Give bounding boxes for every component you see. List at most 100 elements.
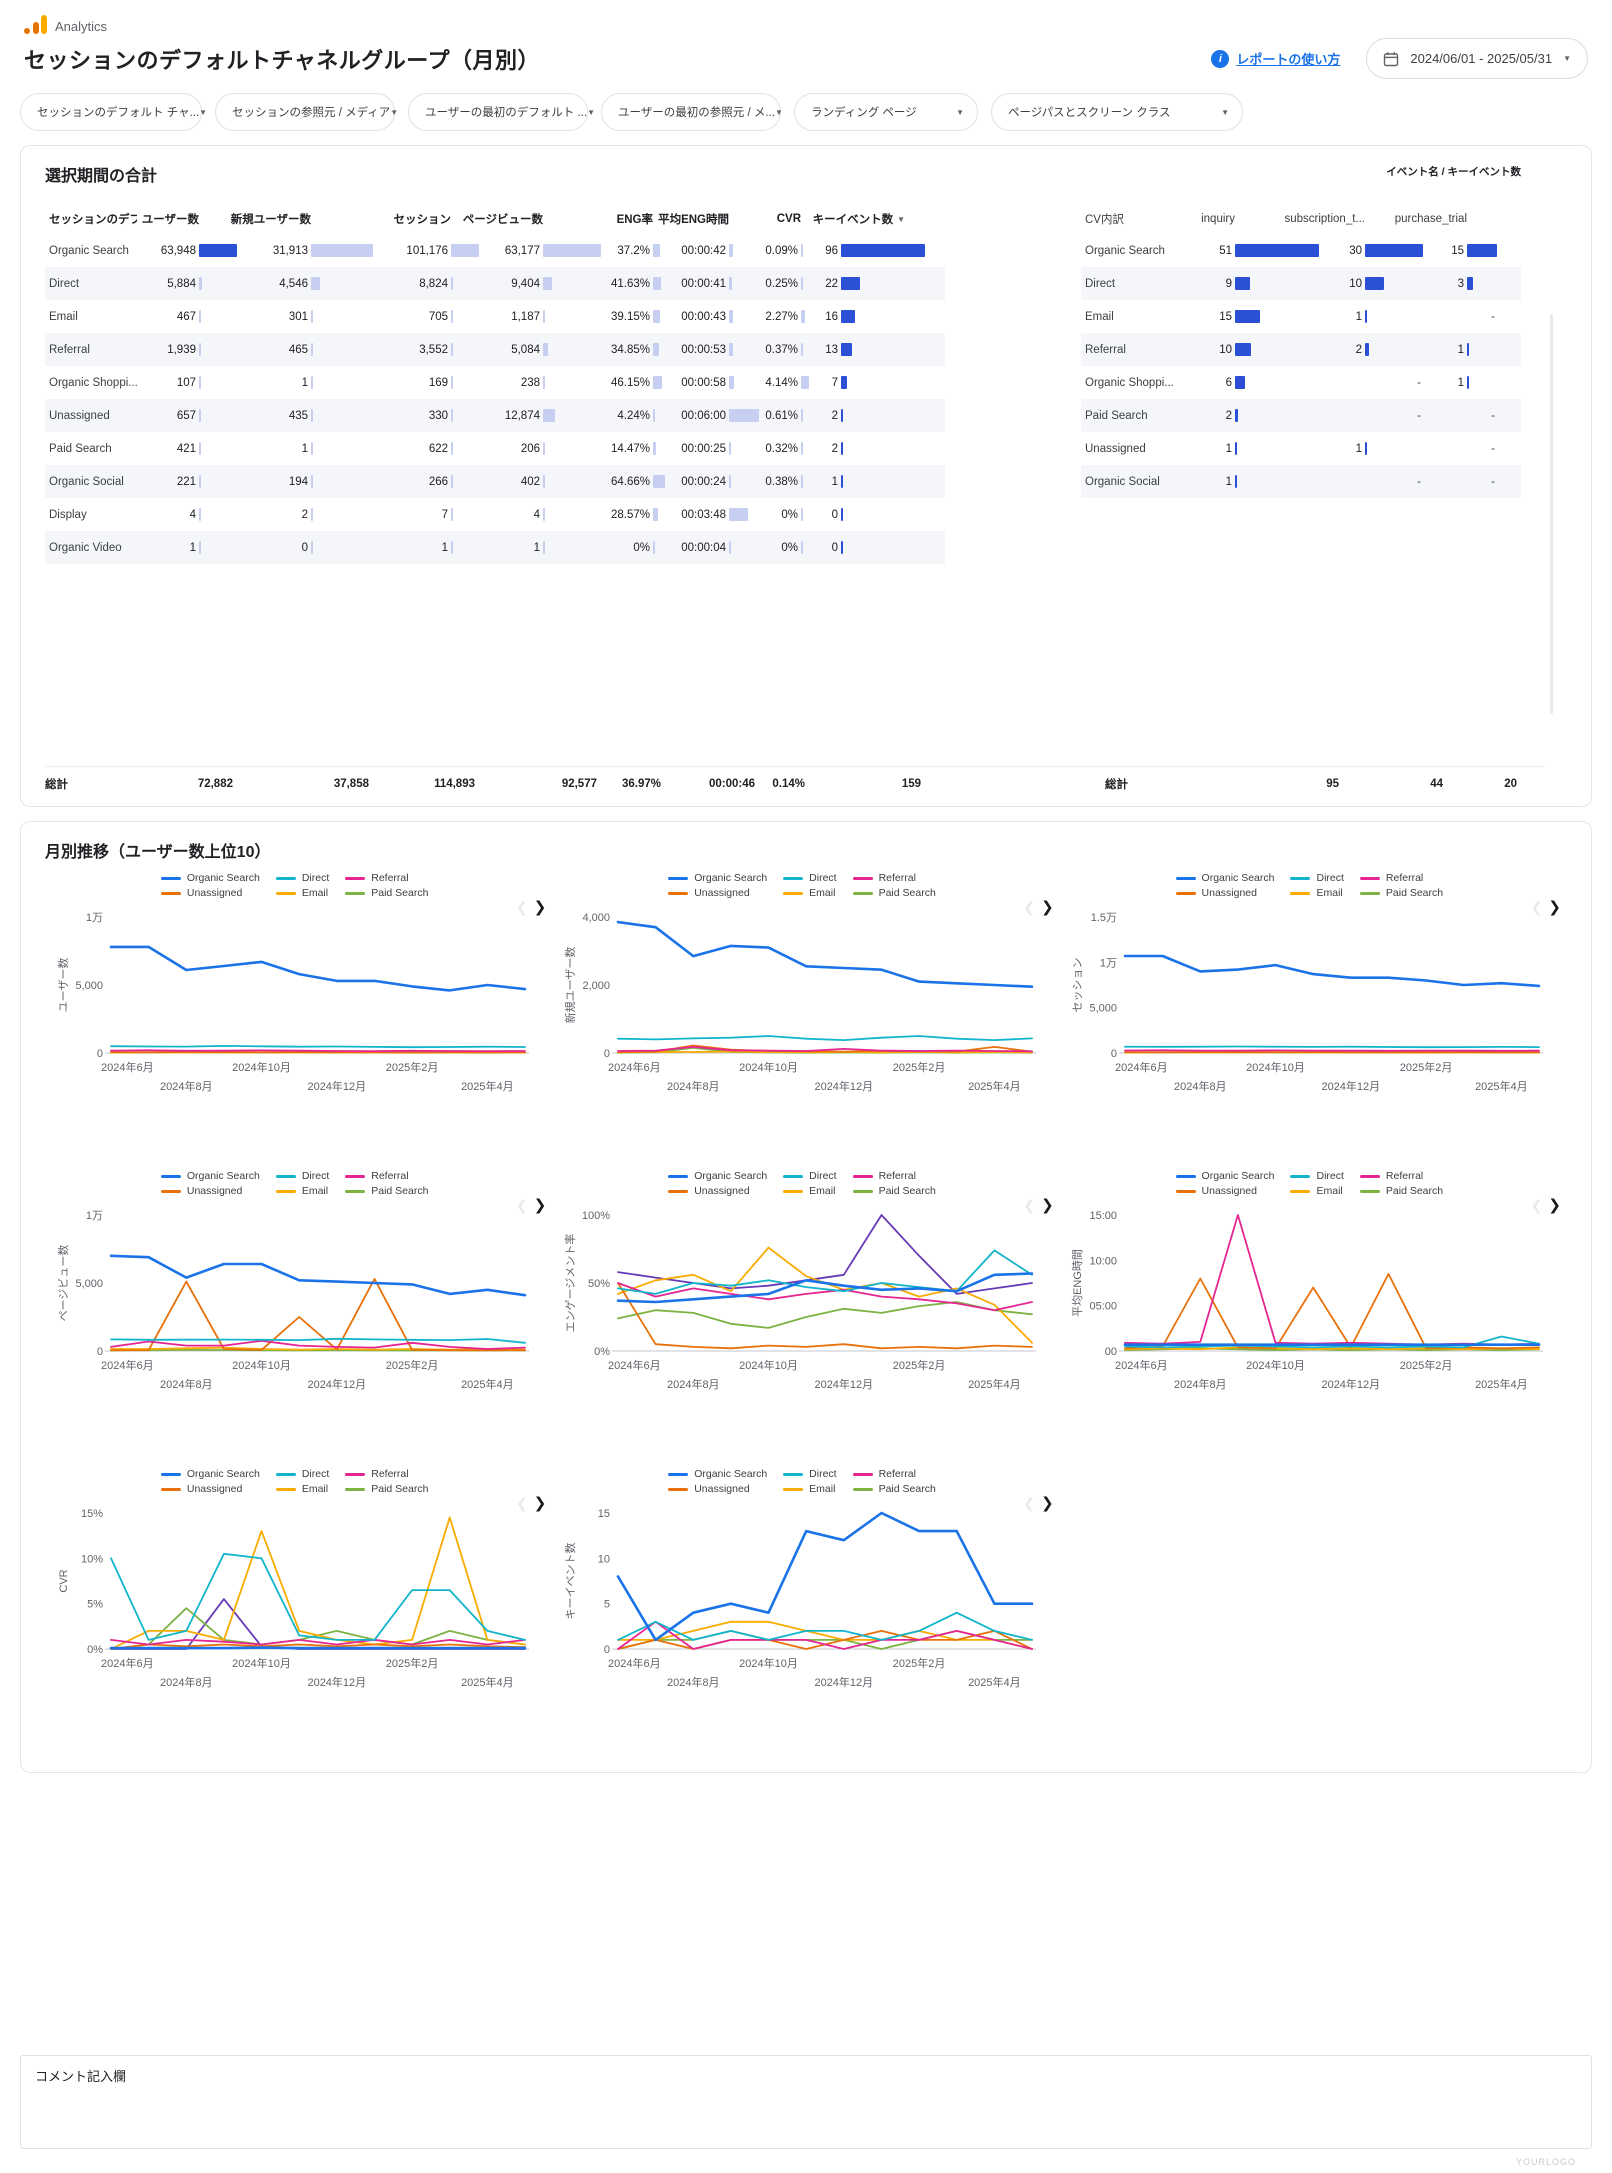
metric-value: 0% bbox=[759, 509, 801, 521]
svg-text:2025年4月: 2025年4月 bbox=[1475, 1079, 1528, 1093]
filter-pill-4[interactable]: ユーザーの最初の参照元 / メ...▼ bbox=[601, 93, 781, 131]
scrollbar[interactable] bbox=[1550, 314, 1553, 714]
chevron-right-icon[interactable]: ❯ bbox=[1041, 1196, 1054, 1214]
legend-item: Organic Search bbox=[668, 1468, 767, 1480]
chevron-left-icon[interactable]: ❮ bbox=[1023, 899, 1035, 916]
column-header[interactable]: セッションのデフ... bbox=[45, 211, 137, 227]
svg-text:2024年8月: 2024年8月 bbox=[160, 1079, 213, 1093]
value-bar bbox=[729, 409, 759, 422]
legend-label: Paid Search bbox=[1386, 1185, 1443, 1197]
filter-pill-5[interactable]: ランディング ページ▼ bbox=[794, 93, 978, 131]
chevron-left-icon[interactable]: ❮ bbox=[516, 1197, 528, 1214]
filter-pill-1[interactable]: セッションのデフォルト チャ...▼ bbox=[20, 93, 202, 131]
column-header[interactable]: ENG率 bbox=[601, 211, 665, 227]
column-header[interactable]: CVR bbox=[759, 213, 809, 225]
value-bar bbox=[729, 475, 731, 488]
value-bar bbox=[801, 244, 803, 257]
column-header[interactable]: purchase_trial bbox=[1423, 213, 1497, 225]
empty-value: - bbox=[1319, 410, 1423, 422]
comment-box[interactable]: コメント記入欄 bbox=[20, 2055, 1592, 2149]
column-header[interactable]: キーイベント数▼ bbox=[809, 211, 925, 227]
column-header[interactable]: ユーザー数 bbox=[137, 211, 237, 227]
legend-swatch bbox=[345, 1488, 365, 1491]
chevron-left-icon[interactable]: ❮ bbox=[1531, 1197, 1543, 1214]
metric-cell: 41.63% bbox=[601, 277, 665, 290]
svg-text:10:00: 10:00 bbox=[1090, 1255, 1118, 1267]
chevron-left-icon[interactable]: ❮ bbox=[516, 1495, 528, 1512]
calendar-icon bbox=[1383, 51, 1399, 67]
svg-text:2024年10月: 2024年10月 bbox=[1247, 1060, 1306, 1074]
svg-text:2024年12月: 2024年12月 bbox=[307, 1377, 366, 1391]
channel-label: Email bbox=[45, 311, 137, 323]
legend-label: Paid Search bbox=[879, 1483, 936, 1495]
value-bar bbox=[1235, 442, 1237, 455]
metric-value: 8,824 bbox=[373, 278, 451, 290]
metric-value: 10 bbox=[1193, 344, 1235, 356]
value-bar bbox=[801, 541, 803, 554]
chevron-right-icon[interactable]: ❯ bbox=[534, 1494, 547, 1512]
filter-pill-3[interactable]: ユーザーの最初のデフォルト ...▼ bbox=[408, 93, 588, 131]
metric-value: 63,177 bbox=[479, 245, 543, 257]
chart-pagination: ❮❯ bbox=[1531, 1196, 1561, 1214]
filter-pill-2[interactable]: セッションの参照元 / メディア▼ bbox=[215, 93, 395, 131]
metric-cell: 402 bbox=[479, 475, 601, 488]
info-icon: i bbox=[1211, 50, 1229, 68]
chevron-right-icon[interactable]: ❯ bbox=[1041, 1494, 1054, 1512]
metric-cell: - bbox=[1423, 476, 1497, 488]
chevron-left-icon[interactable]: ❮ bbox=[1023, 1197, 1035, 1214]
svg-text:5: 5 bbox=[604, 1599, 610, 1611]
legend-item: Organic Search bbox=[1176, 1170, 1275, 1182]
column-header-label: ENG率 bbox=[617, 211, 653, 227]
chevron-left-icon[interactable]: ❮ bbox=[1531, 899, 1543, 916]
metric-value: 7 bbox=[373, 509, 451, 521]
column-header[interactable]: 新規ユーザー数 bbox=[237, 211, 373, 227]
report-help-link[interactable]: i レポートの使い方 bbox=[1211, 49, 1340, 68]
svg-text:1万: 1万 bbox=[86, 1210, 103, 1222]
chevron-right-icon[interactable]: ❯ bbox=[1041, 898, 1054, 916]
chevron-left-icon[interactable]: ❮ bbox=[516, 899, 528, 916]
column-header[interactable]: ページビュー数 bbox=[479, 211, 601, 227]
legend-item: Referral bbox=[853, 872, 936, 884]
chevron-right-icon[interactable]: ❯ bbox=[1548, 1196, 1561, 1214]
metric-cell: 10 bbox=[1319, 277, 1423, 290]
chevron-right-icon[interactable]: ❯ bbox=[534, 898, 547, 916]
date-range-picker[interactable]: 2024/06/01 - 2025/05/31 ▼ bbox=[1366, 38, 1588, 79]
value-bar bbox=[653, 409, 655, 422]
chevron-right-icon[interactable]: ❯ bbox=[1548, 898, 1561, 916]
column-header[interactable]: CV内訳 bbox=[1081, 211, 1193, 227]
series-email bbox=[111, 1518, 525, 1650]
metric-cell: 46.15% bbox=[601, 376, 665, 389]
value-bar bbox=[451, 244, 479, 257]
table-row[interactable]: Organic Shoppi...6-1 bbox=[1081, 366, 1521, 399]
metric-value: 2 bbox=[1319, 344, 1365, 356]
chart-pagination: ❮❯ bbox=[1023, 1494, 1053, 1512]
filter-pill-6[interactable]: ページパスとスクリーン クラス▼ bbox=[991, 93, 1243, 131]
column-header-label: ユーザー数 bbox=[142, 211, 199, 227]
legend-item: Paid Search bbox=[345, 887, 428, 899]
metric-value: 13 bbox=[809, 344, 841, 356]
svg-text:0: 0 bbox=[604, 1644, 610, 1656]
chevron-right-icon[interactable]: ❯ bbox=[534, 1196, 547, 1214]
column-header[interactable]: 平均ENG時間 bbox=[665, 211, 759, 227]
svg-text:2024年6月: 2024年6月 bbox=[608, 1656, 661, 1670]
empty-value: - bbox=[1319, 476, 1423, 488]
chevron-left-icon[interactable]: ❮ bbox=[1023, 1495, 1035, 1512]
